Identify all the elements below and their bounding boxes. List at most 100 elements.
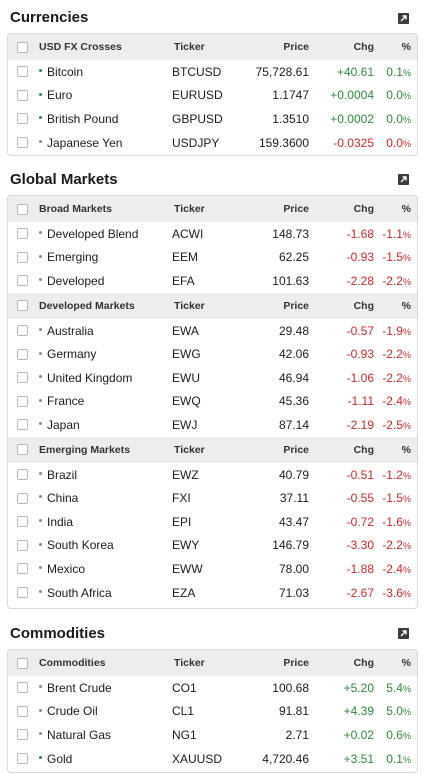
row-checkbox[interactable] xyxy=(17,137,28,149)
table-row[interactable]: Developed EFA 101.63 -2.28 -2.2% xyxy=(8,269,417,293)
table-row[interactable]: South Africa EZA 71.03 -2.67 -3.6% xyxy=(8,581,417,605)
price-column-header[interactable]: Price xyxy=(283,443,309,456)
ticker-symbol[interactable]: EWQ xyxy=(172,394,201,409)
ticker-symbol[interactable]: EZA xyxy=(172,585,196,600)
table-row[interactable]: British Pound GBPUSD 1.3510 +0.0002 0.0% xyxy=(8,107,417,131)
instrument-name[interactable]: Crude Oil xyxy=(39,704,98,718)
change-column-header[interactable]: Chg xyxy=(353,657,374,669)
table-row[interactable]: Australia EWA 29.48 -0.57 -1.9% xyxy=(8,319,417,343)
percent-column-header[interactable]: % xyxy=(401,299,411,312)
instrument-name[interactable]: Euro xyxy=(39,88,72,102)
table-row[interactable]: Crude Oil CL1 91.81 +4.39 5.0% xyxy=(8,700,417,724)
ticker-symbol[interactable]: USDJPY xyxy=(172,135,220,150)
table-row[interactable]: Brent Crude CO1 100.68 +5.20 5.4% xyxy=(8,676,417,700)
select-all-checkbox[interactable] xyxy=(17,444,28,456)
instrument-name[interactable]: Brent Crude xyxy=(39,681,112,695)
instrument-name[interactable]: Gold xyxy=(39,752,72,766)
row-checkbox[interactable] xyxy=(17,228,28,240)
row-checkbox[interactable] xyxy=(17,325,28,337)
table-row[interactable]: Mexico EWW 78.00 -1.88 -2.4% xyxy=(8,557,417,581)
ticker-column-header[interactable]: Ticker xyxy=(174,41,205,53)
ticker-symbol[interactable]: EURUSD xyxy=(172,88,223,103)
row-checkbox[interactable] xyxy=(17,275,28,287)
ticker-symbol[interactable]: EWW xyxy=(172,561,203,576)
table-row[interactable]: Natural Gas NG1 2.71 +0.02 0.6% xyxy=(8,723,417,747)
row-checkbox[interactable] xyxy=(17,251,28,263)
table-row[interactable]: Bitcoin BTCUSD 75,728.61 +40.61 0.1% xyxy=(8,60,417,84)
instrument-name[interactable]: South Africa xyxy=(39,586,112,600)
table-row[interactable]: South Korea EWY 146.79 -3.30 -2.2% xyxy=(8,534,417,558)
row-checkbox[interactable] xyxy=(17,395,28,407)
price-column-header[interactable]: Price xyxy=(283,657,309,669)
ticker-symbol[interactable]: EWU xyxy=(172,370,200,385)
instrument-name[interactable]: Brazil xyxy=(39,468,77,482)
row-checkbox[interactable] xyxy=(17,563,28,575)
change-column-header[interactable]: Chg xyxy=(353,203,374,215)
ticker-symbol[interactable]: EWA xyxy=(172,323,199,338)
instrument-name[interactable]: Mexico xyxy=(39,562,85,576)
ticker-column-header[interactable]: Ticker xyxy=(174,203,205,215)
table-row[interactable]: Emerging EEM 62.25 -0.93 -1.5% xyxy=(8,246,417,270)
price-column-header[interactable]: Price xyxy=(283,299,309,312)
ticker-symbol[interactable]: EWJ xyxy=(172,417,198,432)
row-checkbox[interactable] xyxy=(17,113,28,125)
ticker-column-header[interactable]: Ticker xyxy=(174,299,205,312)
instrument-name[interactable]: Developed xyxy=(39,274,104,288)
instrument-name[interactable]: Emerging xyxy=(39,250,98,264)
row-checkbox[interactable] xyxy=(17,89,28,101)
price-column-header[interactable]: Price xyxy=(283,41,309,53)
instrument-name[interactable]: China xyxy=(39,491,78,505)
change-column-header[interactable]: Chg xyxy=(353,41,374,53)
percent-column-header[interactable]: % xyxy=(401,657,411,669)
instrument-name[interactable]: Germany xyxy=(39,347,96,361)
row-checkbox[interactable] xyxy=(17,492,28,504)
row-checkbox[interactable] xyxy=(17,753,28,765)
instrument-name[interactable]: Natural Gas xyxy=(39,728,111,742)
instrument-name[interactable]: India xyxy=(39,515,73,529)
select-all-checkbox[interactable] xyxy=(17,41,28,53)
ticker-column-header[interactable]: Ticker xyxy=(174,657,205,669)
instrument-name[interactable]: Developed Blend xyxy=(39,227,138,241)
ticker-symbol[interactable]: EPI xyxy=(172,514,192,529)
table-row[interactable]: China FXI 37.11 -0.55 -1.5% xyxy=(8,486,417,510)
percent-column-header[interactable]: % xyxy=(401,203,411,215)
ticker-symbol[interactable]: BTCUSD xyxy=(172,64,222,79)
table-row[interactable]: Germany EWG 42.06 -0.93 -2.2% xyxy=(8,342,417,366)
instrument-name[interactable]: United Kingdom xyxy=(39,371,132,385)
expand-arrow-icon[interactable] xyxy=(398,13,409,24)
percent-column-header[interactable]: % xyxy=(401,41,411,53)
row-checkbox[interactable] xyxy=(17,682,28,694)
row-checkbox[interactable] xyxy=(17,516,28,528)
table-row[interactable]: Brazil EWZ 40.79 -0.51 -1.2% xyxy=(8,463,417,487)
instrument-name[interactable]: Australia xyxy=(39,324,94,338)
ticker-symbol[interactable]: GBPUSD xyxy=(172,111,223,126)
change-column-header[interactable]: Chg xyxy=(353,443,374,456)
select-all-checkbox[interactable] xyxy=(17,300,28,312)
table-row[interactable]: United Kingdom EWU 46.94 -1.06 -2.2% xyxy=(8,366,417,390)
instrument-name[interactable]: France xyxy=(39,394,84,408)
ticker-symbol[interactable]: XAUUSD xyxy=(172,751,223,766)
table-row[interactable]: India EPI 43.47 -0.72 -1.6% xyxy=(8,510,417,534)
row-checkbox[interactable] xyxy=(17,348,28,360)
instrument-name[interactable]: British Pound xyxy=(39,112,118,126)
select-all-checkbox[interactable] xyxy=(17,203,28,215)
table-row[interactable]: France EWQ 45.36 -1.11 -2.4% xyxy=(8,390,417,414)
instrument-name[interactable]: Japan xyxy=(39,418,80,432)
instrument-name[interactable]: Bitcoin xyxy=(39,65,83,79)
ticker-symbol[interactable]: CL1 xyxy=(172,704,195,719)
ticker-symbol[interactable]: NG1 xyxy=(172,727,197,742)
row-checkbox[interactable] xyxy=(17,729,28,741)
table-row[interactable]: Japanese Yen USDJPY 159.3600 -0.0325 0.0% xyxy=(8,131,417,155)
row-checkbox[interactable] xyxy=(17,372,28,384)
table-row[interactable]: Developed Blend ACWI 148.73 -1.68 -1.1% xyxy=(8,222,417,246)
ticker-symbol[interactable]: CO1 xyxy=(172,680,197,695)
expand-arrow-icon[interactable] xyxy=(398,174,409,185)
instrument-name[interactable]: South Korea xyxy=(39,538,114,552)
ticker-symbol[interactable]: ACWI xyxy=(172,226,204,241)
ticker-symbol[interactable]: FXI xyxy=(172,491,191,506)
row-checkbox[interactable] xyxy=(17,66,28,78)
expand-arrow-icon[interactable] xyxy=(398,628,409,639)
row-checkbox[interactable] xyxy=(17,705,28,717)
table-row[interactable]: Gold XAUUSD 4,720.46 +3.51 0.1% xyxy=(8,747,417,771)
row-checkbox[interactable] xyxy=(17,587,28,599)
